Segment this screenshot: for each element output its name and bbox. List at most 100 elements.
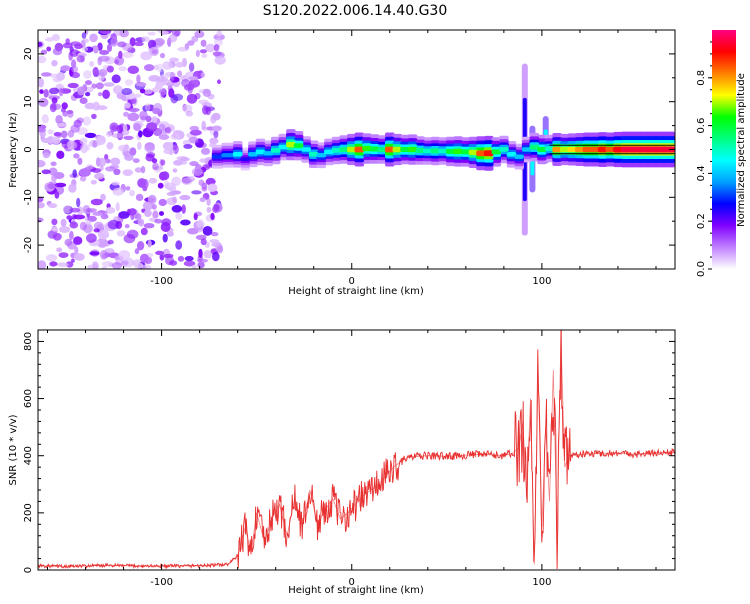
x-tick-label: 0 bbox=[349, 276, 355, 287]
noise-blob bbox=[217, 79, 221, 84]
noise-blob bbox=[188, 62, 195, 72]
noise-blob bbox=[158, 134, 170, 140]
noise-blob bbox=[205, 177, 216, 186]
ridge-segment bbox=[468, 149, 479, 156]
noise-blob bbox=[159, 211, 164, 216]
noise-blob bbox=[63, 205, 72, 214]
ridge-segment bbox=[620, 146, 631, 153]
x-tick-label: 100 bbox=[532, 276, 551, 287]
noise-blob bbox=[157, 63, 163, 73]
noise-blob bbox=[144, 64, 155, 72]
noise-blob bbox=[157, 182, 164, 189]
ridge-segment bbox=[232, 152, 243, 157]
noise-blob bbox=[87, 264, 93, 269]
spectrogram-y-label: Frequency (Hz) bbox=[8, 112, 19, 188]
noise-blob bbox=[113, 168, 121, 175]
noise-blob bbox=[211, 242, 220, 247]
noise-blob bbox=[49, 261, 58, 267]
colorbar-tick-label: 0.0 bbox=[696, 261, 707, 277]
noise-blob bbox=[169, 57, 179, 63]
noise-blob bbox=[42, 152, 50, 159]
noise-blob bbox=[141, 264, 152, 269]
noise-blob bbox=[93, 45, 99, 54]
noise-blob bbox=[201, 120, 206, 130]
noise-blob bbox=[123, 135, 134, 140]
noise-blob bbox=[92, 140, 98, 148]
noise-blob bbox=[102, 89, 110, 100]
noise-blob bbox=[105, 207, 116, 214]
noise-blob bbox=[56, 72, 65, 81]
noise-blob bbox=[210, 232, 219, 237]
noise-blob bbox=[69, 230, 74, 240]
noise-blob bbox=[158, 123, 166, 132]
noise-blob bbox=[205, 43, 216, 53]
noise-blob bbox=[95, 82, 104, 90]
noise-blob bbox=[106, 65, 114, 73]
noise-blob bbox=[70, 258, 75, 263]
ridge-segment bbox=[255, 149, 266, 155]
ridge-segment bbox=[339, 147, 349, 152]
noise-blob bbox=[143, 223, 155, 229]
noise-blob bbox=[123, 124, 128, 133]
noise-blob bbox=[152, 107, 161, 115]
noise-blob bbox=[195, 49, 200, 58]
noise-blob bbox=[198, 248, 203, 258]
noise-blob bbox=[84, 132, 97, 139]
y-tick-label: 0 bbox=[23, 146, 34, 152]
noise-blob bbox=[142, 88, 153, 95]
noise-blob bbox=[111, 262, 122, 269]
ridge-segment bbox=[506, 152, 517, 157]
x-tick-label: 100 bbox=[532, 577, 551, 588]
colorbar-tick-label: 0.2 bbox=[696, 213, 707, 229]
noise-blob bbox=[74, 253, 85, 261]
noise-blob bbox=[116, 124, 123, 134]
noise-blob bbox=[196, 220, 203, 229]
noise-blob bbox=[184, 255, 194, 262]
ridge-segment bbox=[461, 149, 471, 155]
noise-blob bbox=[79, 168, 91, 177]
noise-blob bbox=[106, 142, 114, 150]
noise-blob bbox=[129, 189, 135, 197]
ridge-segment bbox=[559, 146, 570, 153]
noise-blob bbox=[177, 47, 189, 52]
noise-blob bbox=[85, 86, 94, 93]
noise-blob bbox=[72, 169, 77, 178]
noise-blob bbox=[133, 262, 144, 269]
noise-blob bbox=[118, 250, 131, 260]
noise-blob bbox=[127, 65, 139, 75]
noise-blob bbox=[209, 239, 220, 244]
noise-blob bbox=[123, 233, 136, 244]
noise-blob bbox=[156, 76, 169, 82]
noise-blob bbox=[122, 169, 133, 177]
noise-blob bbox=[97, 42, 103, 51]
noise-blob bbox=[213, 130, 219, 139]
noise-blob bbox=[70, 72, 80, 79]
noise-blob bbox=[58, 226, 71, 233]
noise-blob bbox=[140, 227, 148, 236]
noise-blob bbox=[181, 204, 186, 214]
noise-blob bbox=[200, 72, 206, 78]
ridge-segment bbox=[597, 146, 608, 153]
noise-blob bbox=[134, 93, 142, 98]
noise-blob bbox=[99, 30, 112, 35]
noise-blob bbox=[70, 124, 80, 133]
noise-blob bbox=[54, 182, 67, 188]
noise-blob bbox=[60, 65, 71, 72]
noise-blob bbox=[45, 37, 55, 42]
noise-blob bbox=[99, 50, 110, 55]
noise-blob bbox=[76, 55, 85, 63]
ridge-segment bbox=[521, 147, 532, 152]
colorbar-label: Normalized spectral amplitude bbox=[736, 73, 747, 227]
noise-blob bbox=[140, 51, 153, 61]
noise-blob bbox=[85, 80, 92, 86]
noise-blob bbox=[89, 33, 98, 43]
ridge-segment bbox=[385, 146, 395, 153]
noise-blob bbox=[93, 221, 104, 231]
noise-blob bbox=[86, 233, 97, 243]
noise-blob bbox=[168, 88, 175, 98]
noise-blob bbox=[53, 132, 62, 137]
noise-blob bbox=[47, 129, 54, 135]
noise-blob bbox=[118, 66, 127, 72]
noise-blob bbox=[185, 110, 193, 117]
y-tick-label: -20 bbox=[23, 237, 34, 253]
